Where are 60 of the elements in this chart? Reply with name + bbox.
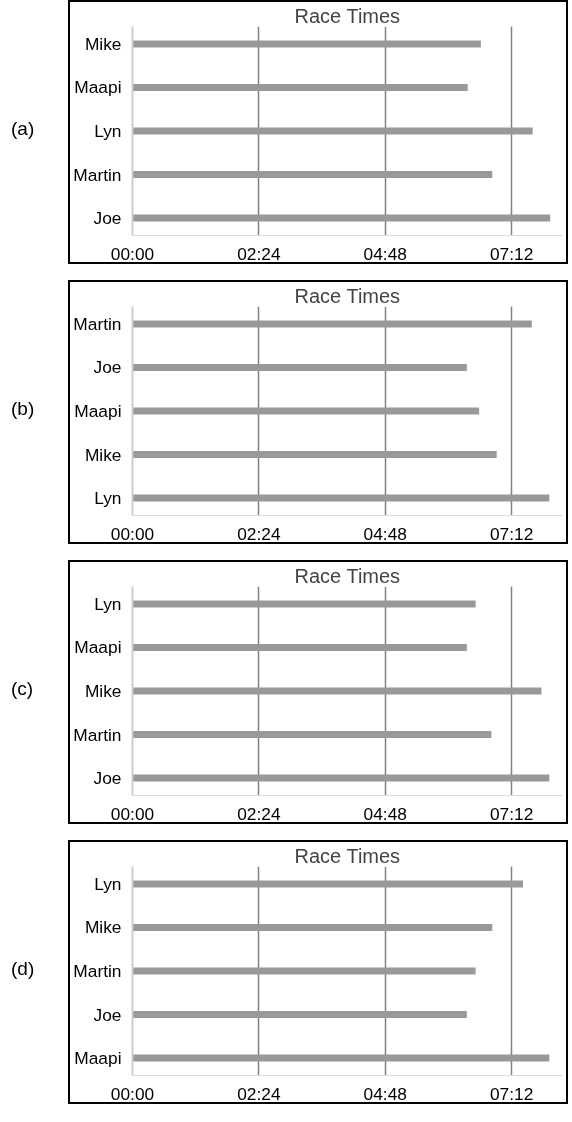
- x-tick-label: 02:24: [237, 523, 281, 544]
- bar: [132, 451, 497, 459]
- text: (b): [11, 397, 35, 421]
- bar: [132, 1011, 467, 1019]
- y-tick-label: Maapi: [74, 401, 122, 421]
- x-tick-label: 02:24: [237, 803, 281, 824]
- bar: [132, 214, 551, 222]
- x-tick-label: 07:12: [489, 1083, 534, 1104]
- y-tick-label: Lyn: [94, 873, 122, 894]
- x-tick-label: 07:12: [489, 243, 534, 264]
- x-tick-label: 07:12: [489, 523, 534, 544]
- y-tick-label: Mike: [84, 917, 122, 938]
- y-tick-label: Maapi: [74, 637, 122, 658]
- x-tick-label: 04:48: [363, 803, 407, 824]
- y-tick-label: Lyn: [94, 488, 122, 509]
- x-tick-label: 00:00: [110, 243, 155, 264]
- x-tick-label: 00:00: [110, 523, 155, 544]
- bar: [132, 1054, 550, 1062]
- x-tick-label: 02:24: [237, 1083, 281, 1104]
- bar: [132, 880, 524, 888]
- x-tick-label: 04:48: [363, 523, 407, 544]
- bar: [132, 40, 481, 48]
- y-tick-label: Joe: [93, 1004, 122, 1025]
- y-tick-label: Maapi: [74, 77, 122, 98]
- y-tick-label: Joe: [93, 357, 122, 378]
- x-tick-label: 04:48: [363, 1083, 407, 1104]
- bar: [132, 774, 550, 782]
- bar: [132, 643, 467, 651]
- y-tick-label: Maapi: [74, 1048, 122, 1069]
- chart-title: Race Times: [294, 284, 401, 307]
- y-tick-label: Lyn: [94, 593, 122, 614]
- y-tick-label: Martin: [73, 313, 122, 334]
- bar: [132, 83, 468, 91]
- text: (a): [11, 117, 35, 141]
- bar: [132, 171, 493, 179]
- chart-title: Race Times: [294, 564, 401, 587]
- y-tick-label: Martin: [73, 724, 122, 745]
- bar: [132, 600, 476, 608]
- y-tick-label: Joe: [93, 768, 122, 789]
- y-tick-label: Lyn: [94, 121, 122, 141]
- bar: [132, 363, 467, 371]
- y-tick-label: Joe: [93, 208, 122, 229]
- y-tick-label: Martin: [73, 164, 122, 185]
- y-tick-label: Martin: [73, 961, 122, 981]
- bar: [132, 494, 550, 502]
- x-tick-label: 00:00: [110, 1083, 155, 1104]
- text: (d): [11, 957, 35, 981]
- text: (c): [11, 677, 34, 701]
- y-tick-label: Mike: [84, 444, 122, 465]
- bar: [132, 320, 532, 328]
- y-tick-label: Mike: [84, 681, 122, 701]
- x-tick-label: 04:48: [363, 243, 407, 264]
- chart-title: Race Times: [294, 844, 401, 867]
- bar: [132, 731, 492, 739]
- x-tick-label: 00:00: [110, 803, 155, 824]
- x-tick-label: 02:24: [237, 243, 281, 264]
- bar: [132, 923, 493, 931]
- y-tick-label: Mike: [84, 33, 122, 54]
- chart-title: Race Times: [294, 4, 401, 27]
- x-tick-label: 07:12: [489, 803, 534, 824]
